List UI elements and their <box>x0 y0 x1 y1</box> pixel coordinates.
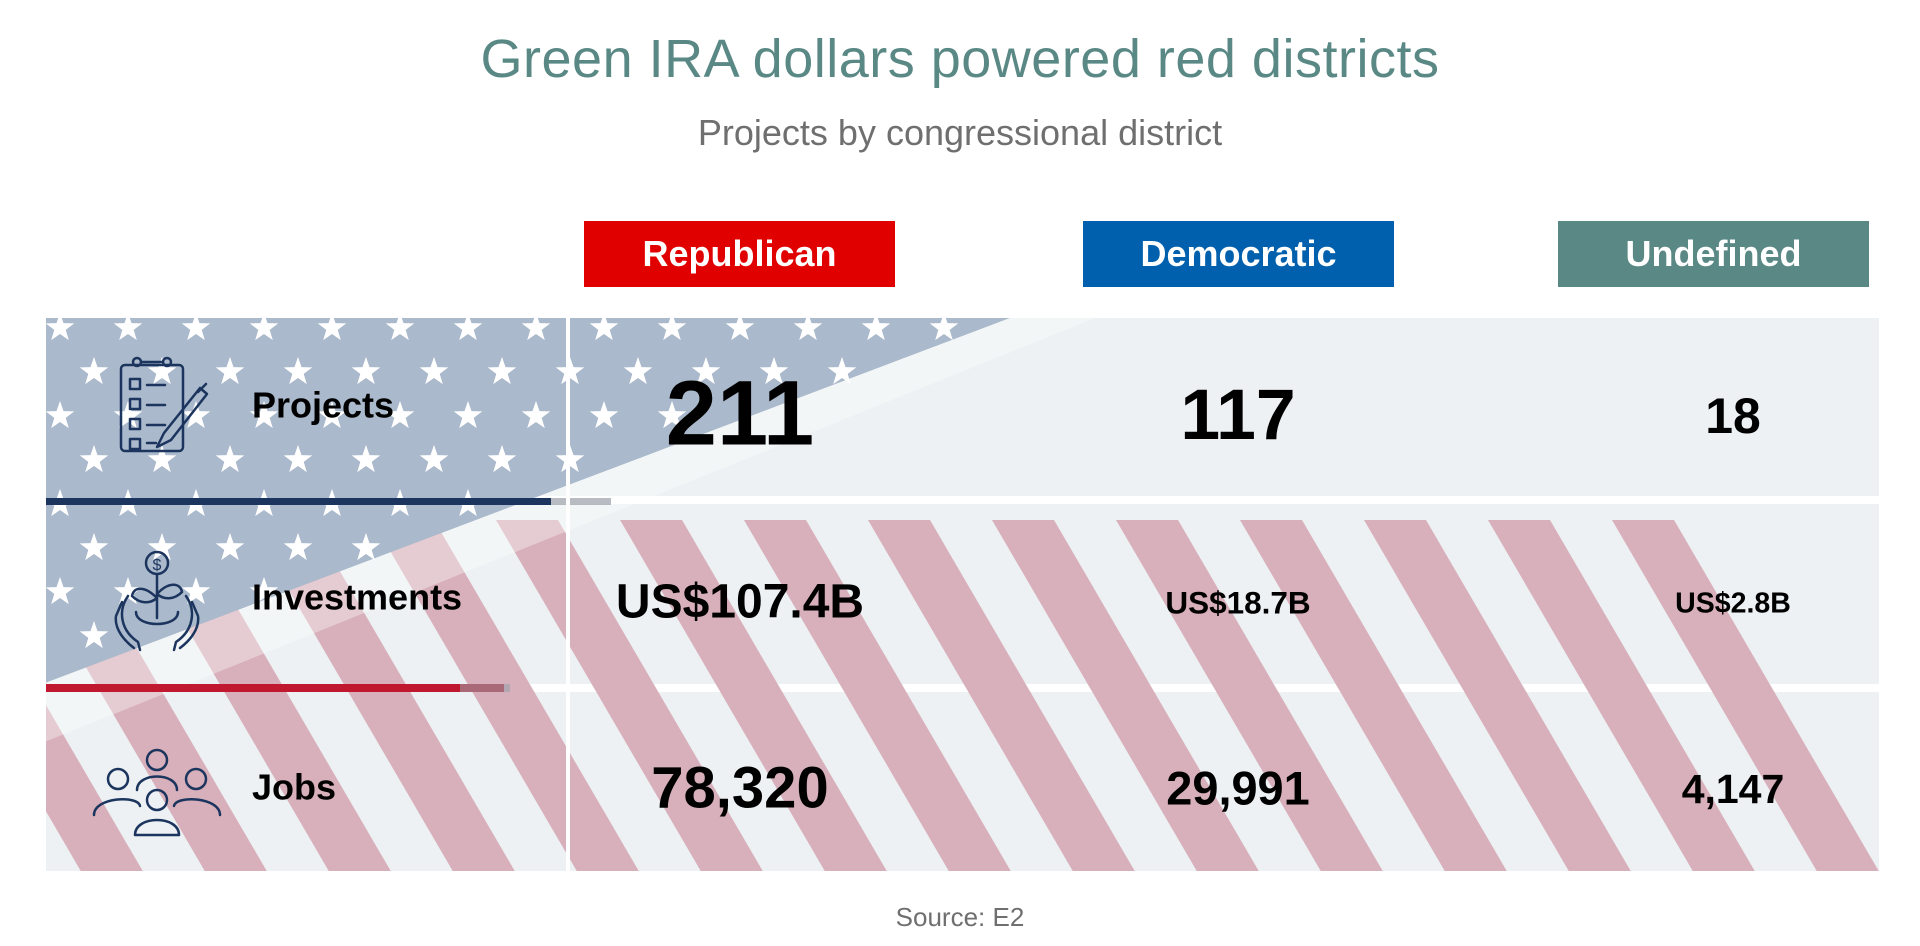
svg-text:$: $ <box>153 557 162 574</box>
cell-values: 211 117 18 US$107.4B US$18.7B US$2.8B 78,320 29… <box>616 362 1791 820</box>
flag-stripe <box>570 540 763 871</box>
flag-stripe <box>992 520 1259 871</box>
value-investments-democratic: US$18.7B <box>1165 584 1310 620</box>
value-projects-democratic: 117 <box>1180 375 1295 455</box>
chart-title: Green IRA dollars powered red districts <box>480 29 1440 89</box>
value-projects-republican: 211 <box>666 362 814 464</box>
flag-star-field <box>570 318 1010 485</box>
row-icons: $ <box>92 356 222 837</box>
flag-line-fade <box>551 498 611 505</box>
column-header-republican: Republican <box>584 221 895 287</box>
column-divider <box>566 318 570 871</box>
flag-stripe <box>248 520 515 871</box>
flag-line-blue <box>46 498 551 505</box>
people-group-icon <box>92 748 222 837</box>
flag-decoration <box>0 318 1879 880</box>
column-header-democratic: Democratic <box>1083 221 1394 287</box>
chart-subtitle: Projects by congressional district <box>697 112 1223 153</box>
value-jobs-undefined: 4,147 <box>1682 766 1785 812</box>
clipboard-checklist-icon <box>119 356 209 453</box>
row-labels: Projects Investments Jobs <box>252 385 462 808</box>
source-note: Source: E2 <box>895 902 1025 932</box>
flag-stripe <box>744 520 1011 871</box>
value-projects-undefined: 18 <box>1705 388 1761 444</box>
flag-stripe <box>1116 520 1383 871</box>
flag-stripe <box>46 705 143 871</box>
flag-stripe <box>868 520 1135 871</box>
row-label: Jobs <box>252 767 336 808</box>
flag-stripe <box>570 753 639 871</box>
flag-stripe <box>0 520 24 880</box>
value-jobs-republican: 78,320 <box>651 755 828 820</box>
flag-stripe <box>1240 520 1507 871</box>
column-header-undefined: Undefined <box>1558 221 1869 287</box>
flag-stripe <box>1364 520 1631 871</box>
flag-stripe <box>0 520 24 880</box>
flag-line-fade <box>460 684 510 692</box>
flag-stripe <box>1612 520 1879 871</box>
money-plant-hands-icon: $ <box>114 550 200 652</box>
flag-stripes <box>0 520 1879 880</box>
row-label: Projects <box>252 385 394 426</box>
flag-line-red <box>46 684 504 692</box>
value-investments-undefined: US$2.8B <box>1675 588 1791 620</box>
flag-fade-band <box>570 318 1095 530</box>
value-jobs-democratic: 29,991 <box>1166 762 1309 814</box>
value-investments-republican: US$107.4B <box>616 576 864 629</box>
row-label: Investments <box>252 577 462 618</box>
flag-fade-band <box>46 485 566 742</box>
flag-stripe <box>620 520 887 871</box>
flag-stripe <box>1488 520 1755 871</box>
flag-stripe <box>496 520 566 640</box>
